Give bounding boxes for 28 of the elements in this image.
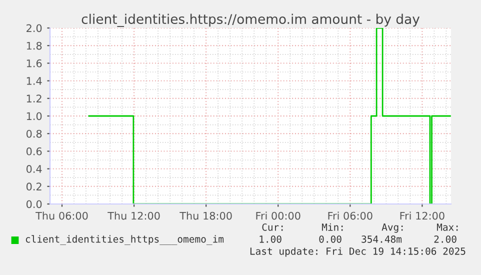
text: 1.00 [260, 235, 282, 243]
chart-title: client_identities.https://omemo.im amount - by day [82, 14, 420, 27]
y-tick-label: 1.0 [26, 112, 42, 120]
text: Last update: Fri Dec 19 14:15:06 2025 [250, 247, 466, 257]
y-tick-label: 1.8 [26, 42, 42, 50]
y-tick-label: 0.8 [26, 130, 42, 138]
y-tick-label: 0.2 [26, 182, 42, 191]
legend-label: client_identities_https___omemo_im [26, 235, 224, 245]
x-tick-label: Fri 06:00 [328, 212, 372, 220]
text: 2.00 [434, 235, 456, 243]
text: 0.00 [319, 235, 342, 243]
y-tick-label: 1.2 [26, 94, 42, 102]
text: Cur: [262, 223, 283, 231]
text: Min: [322, 223, 343, 231]
text: Max: [436, 224, 458, 231]
y-tick-label: 2.0 [26, 24, 42, 32]
y-tick-label: 0.6 [26, 147, 42, 156]
x-tick-label: Fri 12:00 [400, 212, 444, 220]
y-tick-label: 0.4 [26, 165, 42, 173]
x-tick-label: Thu 12:00 [108, 212, 160, 220]
y-tick-label: 0.0 [26, 200, 42, 208]
text: Avg: [382, 224, 403, 233]
text: 354.48m [362, 235, 402, 243]
y-tick-label: 1.4 [26, 77, 42, 85]
x-tick-label: Thu 18:00 [180, 212, 232, 220]
x-tick-label: Thu 06:00 [36, 212, 88, 220]
y-tick-label: 1.6 [26, 59, 42, 68]
x-tick-label: Fri 00:00 [256, 212, 300, 220]
